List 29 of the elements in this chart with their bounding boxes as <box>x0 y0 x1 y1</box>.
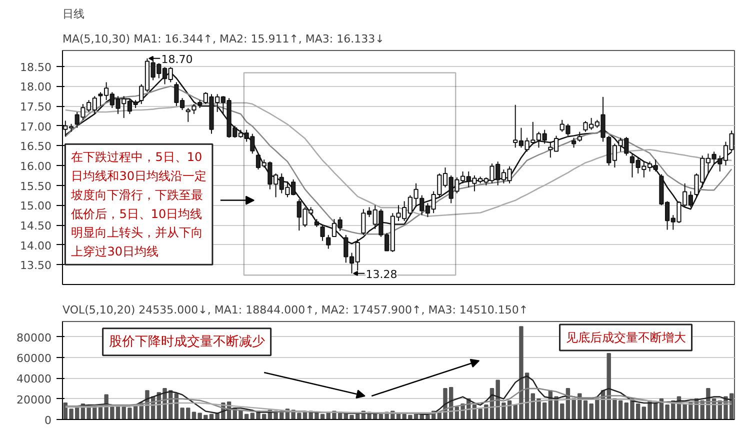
candlestick <box>571 137 576 148</box>
y-tick-label: 13.50 <box>20 259 52 272</box>
y-tick-label: 15.50 <box>20 180 52 193</box>
annotation: 在下跌过程中，5日、10日均线和30日均线沿一定坡度向下滑行，下跌至最低价后，5日、10日均线明显向上转头，并从下向上穿过30日均线 <box>70 150 206 259</box>
chart-title: 日线 <box>62 8 84 20</box>
y-tick-label: 14.00 <box>20 239 52 252</box>
annotation: 见底后成交量不断增大 <box>566 330 686 344</box>
y-tick-label: 80000 <box>16 331 52 344</box>
y-tick-label: 17.50 <box>20 100 52 114</box>
y-tick-label: 40000 <box>16 372 52 386</box>
y-tick-label: 18.50 <box>20 60 52 74</box>
y-tick-label: 16.00 <box>20 160 52 174</box>
chart-subtitle: MA(5,10,30) MA1: 16.344↑, MA2: 15.911↑, MA3: 16.133↓ <box>62 32 384 46</box>
y-tick-label: 17.00 <box>20 120 52 134</box>
candlestick <box>326 234 331 250</box>
line-series <box>64 388 732 414</box>
candlestick <box>577 131 582 142</box>
y-tick-label: 18.00 <box>20 80 52 94</box>
annotation: 18.70 <box>161 52 193 66</box>
annotation: 股价下降时成交量不断减少 <box>108 333 265 350</box>
candlestick <box>320 224 325 242</box>
y-tick-label: 60000 <box>16 352 52 366</box>
y-tick-label: 20000 <box>16 393 52 406</box>
annotation: 13.28 <box>366 268 398 281</box>
y-tick-label: 14.50 <box>20 220 52 233</box>
y-tick-label: 15.00 <box>20 200 52 213</box>
chart-title: VOL(5,10,20) 24535.000↓, MA1: 18844.000↑, MA2: 17457.900↑, MA3: 14510.150↑ <box>62 304 528 316</box>
y-tick-label: 0 <box>44 414 52 427</box>
y-tick-label: 16.50 <box>20 140 52 154</box>
